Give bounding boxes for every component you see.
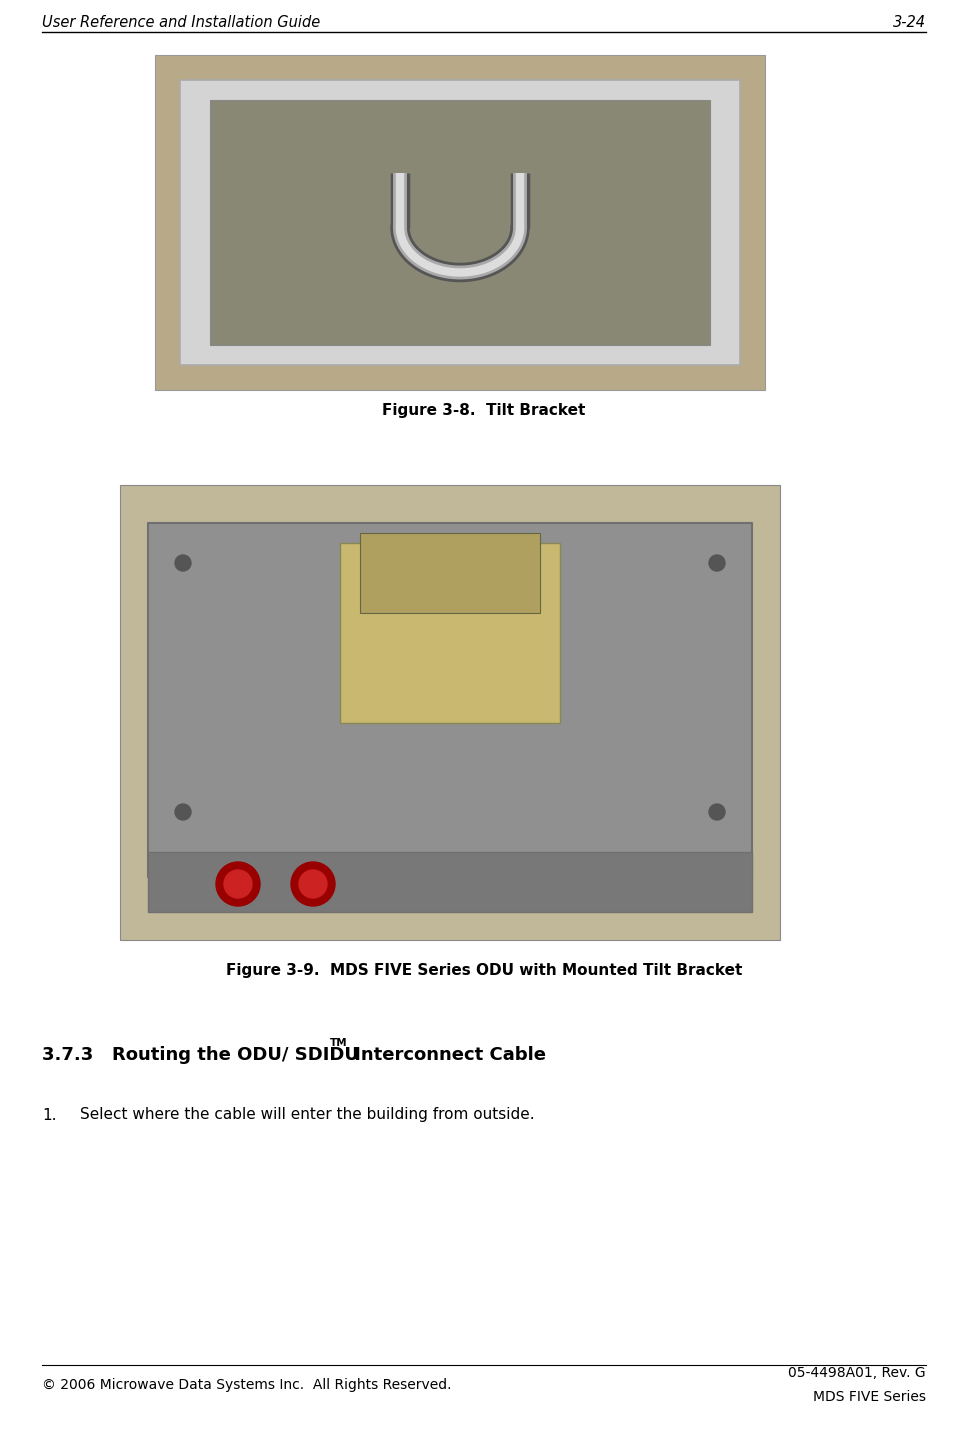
Bar bbox=[340, 542, 560, 723]
Circle shape bbox=[175, 555, 191, 571]
Circle shape bbox=[216, 861, 260, 906]
Circle shape bbox=[224, 870, 252, 899]
Bar bbox=[360, 532, 540, 612]
Bar bbox=[155, 54, 765, 391]
Text: TM: TM bbox=[330, 1037, 348, 1047]
Text: Interconnect Cable: Interconnect Cable bbox=[348, 1046, 546, 1065]
Text: 3.7.3   Routing the ODU/ SDIDU: 3.7.3 Routing the ODU/ SDIDU bbox=[42, 1046, 359, 1065]
Bar bbox=[210, 100, 710, 345]
Bar bbox=[120, 485, 780, 940]
Circle shape bbox=[175, 804, 191, 820]
Bar bbox=[180, 80, 740, 365]
Bar bbox=[148, 522, 752, 877]
Text: User Reference and Installation Guide: User Reference and Installation Guide bbox=[42, 14, 320, 30]
Text: 05-4498A01, Rev. G: 05-4498A01, Rev. G bbox=[788, 1367, 926, 1379]
Text: Select where the cable will enter the building from outside.: Select where the cable will enter the bu… bbox=[80, 1108, 534, 1122]
Circle shape bbox=[709, 804, 725, 820]
Circle shape bbox=[291, 861, 335, 906]
Circle shape bbox=[299, 870, 327, 899]
Text: Figure 3-8.  Tilt Bracket: Figure 3-8. Tilt Bracket bbox=[382, 402, 586, 418]
Text: MDS FIVE Series: MDS FIVE Series bbox=[813, 1390, 926, 1404]
Bar bbox=[148, 851, 752, 912]
Circle shape bbox=[709, 555, 725, 571]
Text: © 2006 Microwave Data Systems Inc.  All Rights Reserved.: © 2006 Microwave Data Systems Inc. All R… bbox=[42, 1378, 451, 1392]
Text: 1.: 1. bbox=[42, 1108, 56, 1122]
Text: Figure 3-9.  MDS FIVE Series ODU with Mounted Tilt Bracket: Figure 3-9. MDS FIVE Series ODU with Mou… bbox=[226, 963, 742, 977]
Text: 3-24: 3-24 bbox=[893, 14, 926, 30]
